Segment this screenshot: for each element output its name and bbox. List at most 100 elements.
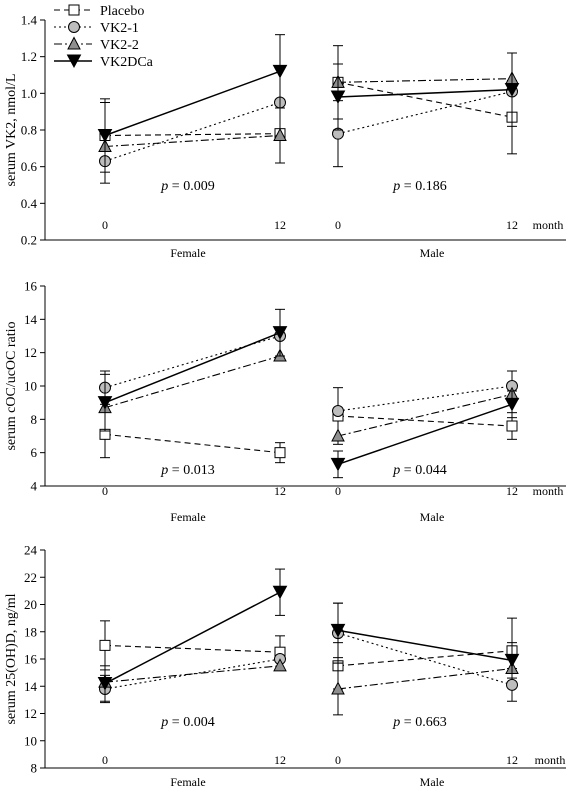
- data-point: [330, 90, 346, 105]
- y-tick-label: 8: [31, 412, 38, 427]
- series-line: [337, 632, 513, 686]
- series-line: [104, 591, 281, 685]
- group-label: Male: [420, 510, 445, 524]
- x-unit-label: month: [533, 218, 564, 232]
- data-point: [506, 678, 518, 691]
- p-value: p = 0.009: [160, 179, 214, 194]
- data-point: [504, 653, 520, 668]
- y-tick-label: 10: [24, 379, 37, 394]
- series-line: [104, 101, 281, 162]
- y-axis-title: serum 25(OH)D, ng/ml: [4, 593, 19, 724]
- data-point: [97, 129, 113, 143]
- data-point: [273, 658, 287, 672]
- data-point: [330, 623, 346, 638]
- p-value-symbol: p: [392, 715, 400, 730]
- legend-marker: [68, 4, 80, 16]
- x-tick-label: 12: [506, 753, 518, 767]
- legend-label: VK2DCa: [100, 55, 154, 70]
- legend-label: VK2-2: [100, 38, 139, 53]
- x-tick-label: 0: [335, 484, 341, 498]
- x-tick-label: 12: [274, 753, 286, 767]
- data-point: [97, 396, 113, 410]
- series-vk2dca: [97, 568, 520, 702]
- p-value-symbol: p: [160, 715, 168, 730]
- legend-label: VK2-1: [100, 21, 139, 36]
- legend-marker: [66, 54, 82, 69]
- y-tick-label: 0.8: [21, 123, 37, 138]
- p-value-symbol: p: [392, 179, 400, 194]
- data-point: [506, 420, 518, 432]
- data-point: [272, 326, 288, 340]
- data-point: [331, 428, 345, 442]
- series-line: [337, 393, 513, 437]
- data-point: [272, 64, 288, 79]
- x-tick-label: 12: [274, 484, 286, 498]
- x-tick-label: 0: [335, 218, 341, 232]
- x-tick-label: 0: [102, 753, 108, 767]
- series-line: [337, 403, 513, 466]
- data-point: [504, 397, 520, 412]
- p-value-text: = 0.186: [400, 179, 446, 194]
- data-point: [99, 639, 111, 651]
- y-tick-label: 18: [24, 624, 37, 639]
- y-tick-label: 1.2: [21, 49, 37, 64]
- data-point: [330, 457, 346, 472]
- series-line: [104, 355, 281, 409]
- p-value: p = 0.044: [392, 463, 446, 478]
- legend-marker: [68, 21, 80, 33]
- p-value-text: = 0.013: [168, 463, 214, 478]
- data-point: [274, 447, 286, 459]
- group-label: Female: [170, 246, 205, 260]
- series-line: [337, 650, 513, 667]
- y-tick-label: 0.4: [21, 196, 38, 211]
- series-placebo: [99, 45, 518, 173]
- data-point: [272, 585, 288, 600]
- series-placebo: [99, 387, 518, 464]
- series-vk2dca: [97, 308, 520, 479]
- p-value-text: = 0.663: [400, 715, 446, 730]
- panel-2: 4 6 8 10 12 14 16 serum cOC/ucOC ratio 0 12 0 12 mon…: [4, 279, 566, 524]
- y-tick-label: 6: [31, 445, 38, 460]
- series-vk2dca: [97, 34, 520, 184]
- series-vk2-1: [99, 330, 518, 417]
- series-vk2-2: [98, 71, 519, 152]
- y-tick-label: 20: [24, 597, 37, 612]
- series-line: [104, 335, 281, 389]
- series-line: [337, 88, 513, 98]
- p-value-symbol: p: [160, 179, 168, 194]
- p-value: p = 0.186: [392, 179, 446, 194]
- series-line: [337, 90, 513, 135]
- group-label: Female: [170, 510, 205, 524]
- y-tick-label: 16: [24, 652, 38, 667]
- group-label: Male: [420, 775, 445, 789]
- p-value-text: = 0.044: [400, 463, 446, 478]
- panel-3: 8 10 12 14 16 18 20 22 24 serum 25(OH)D, ng/ml 0 12…: [4, 543, 566, 789]
- data-point: [332, 405, 344, 417]
- y-tick-label: 0.2: [21, 233, 37, 248]
- y-tick-label: 12: [24, 345, 37, 360]
- series-line: [337, 629, 513, 662]
- series-line: [104, 433, 281, 454]
- y-tick-label: 12: [24, 706, 37, 721]
- series-line: [337, 415, 513, 427]
- y-tick-label: 16: [24, 279, 38, 294]
- p-value-symbol: p: [392, 463, 400, 478]
- series-line: [337, 81, 513, 118]
- panel-1: 0.2 0.4 0.6 0.8 1.0 1.2 1.4 serum VK2, nmol/L 0 1…: [4, 13, 566, 260]
- data-point: [273, 127, 287, 141]
- legend: Placebo VK2-1 VK2-2 VK2DCa: [54, 4, 154, 70]
- group-label: Female: [170, 775, 205, 789]
- y-tick-label: 1.0: [21, 86, 37, 101]
- y-tick-label: 22: [24, 570, 37, 585]
- data-point: [331, 681, 345, 695]
- series-line: [104, 331, 281, 404]
- p-value: p = 0.004: [160, 715, 214, 730]
- series-line: [337, 385, 513, 412]
- p-value-text: = 0.004: [168, 715, 214, 730]
- y-tick-label: 14: [24, 312, 38, 327]
- series-vk2-2: [98, 348, 519, 442]
- y-axis-title: serum VK2, nmol/L: [4, 74, 19, 187]
- p-value-text: = 0.009: [168, 179, 214, 194]
- series-line: [104, 644, 281, 653]
